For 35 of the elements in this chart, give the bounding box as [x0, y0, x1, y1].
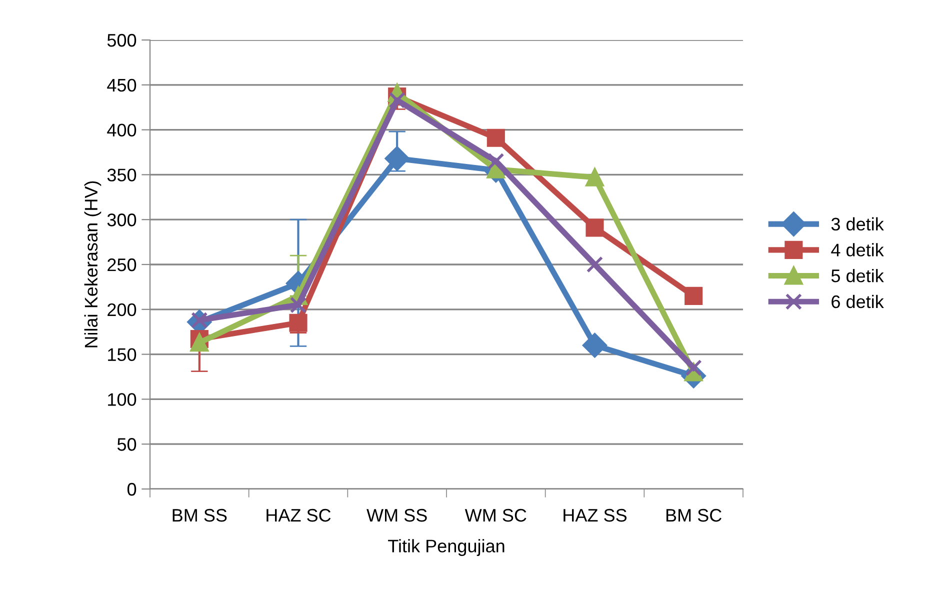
- x-tick-label: HAZ SS: [564, 508, 627, 522]
- legend-label: 5 detik: [831, 269, 884, 282]
- x-tick-label: HAZ SC: [266, 508, 331, 522]
- y-tick-label: 100: [108, 393, 136, 406]
- y-tick-label: 300: [107, 214, 136, 226]
- x-axis-title: Titik Pengujian: [388, 539, 504, 556]
- y-tick-label: 250: [108, 258, 136, 272]
- legend-label: 6 detik: [832, 294, 884, 308]
- point: [388, 92, 406, 108]
- point: [684, 286, 703, 305]
- legend-label: 3 detik: [831, 217, 884, 231]
- y-tick-label: 400: [107, 124, 136, 137]
- x-tick-label: BM SS: [172, 508, 227, 522]
- point: [586, 256, 604, 273]
- x-tick-label: BM SC: [666, 508, 722, 522]
- x-tick-label: WM SC: [464, 508, 526, 522]
- legend-label: 4 detik: [831, 243, 884, 256]
- point: [486, 128, 505, 147]
- y-axis-title: Nilai Kekerasan (HV): [84, 181, 102, 348]
- point: [586, 168, 604, 186]
- point: [582, 333, 607, 358]
- x-tick-label: WM SS: [366, 508, 427, 522]
- point: [488, 152, 504, 170]
- y-tick-label: 0: [127, 482, 136, 496]
- y-tick-label: 50: [117, 438, 136, 451]
- y-tick-label: 450: [107, 78, 136, 92]
- point: [384, 146, 410, 171]
- point: [190, 334, 208, 352]
- y-tick-label: 500: [107, 34, 136, 47]
- point: [290, 296, 307, 314]
- point: [586, 218, 604, 237]
- y-tick-label: 350: [107, 168, 136, 182]
- y-tick-label: 200: [108, 303, 136, 316]
- y-tick-label: 150: [108, 348, 136, 362]
- point: [289, 314, 308, 332]
